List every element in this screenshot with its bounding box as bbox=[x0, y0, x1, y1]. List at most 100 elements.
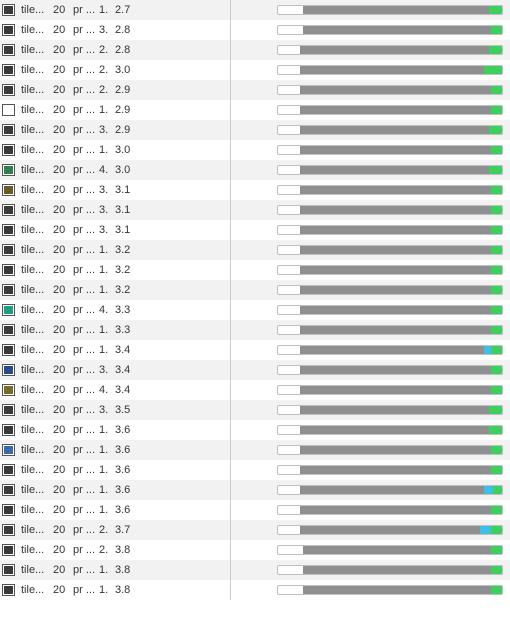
table-row[interactable]: tile...20pr ...1.3.6 bbox=[0, 480, 510, 500]
file-thumb-icon bbox=[0, 180, 18, 200]
progress-bar bbox=[277, 525, 503, 535]
spacer bbox=[136, 540, 230, 560]
file-app: pr ... bbox=[70, 500, 96, 520]
table-row[interactable]: tile...20pr ...3.3.1 bbox=[0, 200, 510, 220]
progress-cell bbox=[275, 440, 510, 460]
spacer bbox=[136, 20, 230, 40]
file-table[interactable]: tile...20pr ...1.2.7tile...20pr ...3.2.8… bbox=[0, 0, 510, 600]
progress-bar bbox=[277, 225, 503, 235]
file-app: pr ... bbox=[70, 220, 96, 240]
progress-cell bbox=[275, 580, 510, 600]
file-thumb-icon bbox=[0, 520, 18, 540]
file-date: 20 bbox=[50, 220, 70, 240]
file-date: 20 bbox=[50, 560, 70, 580]
table-row[interactable]: tile...20pr ...3.2.8 bbox=[0, 20, 510, 40]
file-col4: 2. bbox=[96, 520, 112, 540]
file-name: tile... bbox=[18, 520, 50, 540]
table-row[interactable]: tile...20pr ...3.2.9 bbox=[0, 120, 510, 140]
table-row[interactable]: tile...20pr ...3.3.5 bbox=[0, 400, 510, 420]
file-date: 20 bbox=[50, 500, 70, 520]
file-col4: 1. bbox=[96, 140, 112, 160]
table-row[interactable]: tile...20pr ...4.3.3 bbox=[0, 300, 510, 320]
table-row[interactable]: tile...20pr ...1.3.2 bbox=[0, 260, 510, 280]
spacer bbox=[136, 300, 230, 320]
file-app: pr ... bbox=[70, 60, 96, 80]
progress-bar bbox=[277, 425, 503, 435]
table-row[interactable]: tile...20pr ...4.3.0 bbox=[0, 160, 510, 180]
table-row[interactable]: tile...20pr ...2.3.0 bbox=[0, 60, 510, 80]
progress-cell bbox=[275, 460, 510, 480]
spacer bbox=[231, 280, 275, 300]
table-row[interactable]: tile...20pr ...1.3.8 bbox=[0, 580, 510, 600]
file-thumb-icon bbox=[0, 560, 18, 580]
table-row[interactable]: tile...20pr ...2.3.7 bbox=[0, 520, 510, 540]
file-app: pr ... bbox=[70, 400, 96, 420]
progress-cell bbox=[275, 400, 510, 420]
table-row[interactable]: tile...20pr ...1.3.8 bbox=[0, 560, 510, 580]
progress-bar bbox=[277, 345, 503, 355]
spacer bbox=[136, 440, 230, 460]
file-app: pr ... bbox=[70, 160, 96, 180]
spacer bbox=[231, 60, 275, 80]
file-app: pr ... bbox=[70, 200, 96, 220]
spacer bbox=[231, 540, 275, 560]
file-thumb-icon bbox=[0, 540, 18, 560]
file-name: tile... bbox=[18, 300, 50, 320]
table-row[interactable]: tile...20pr ...1.3.2 bbox=[0, 280, 510, 300]
spacer bbox=[136, 180, 230, 200]
table-row[interactable]: tile...20pr ...1.3.2 bbox=[0, 240, 510, 260]
file-name: tile... bbox=[18, 500, 50, 520]
file-col5: 3.0 bbox=[112, 60, 136, 80]
file-col4: 3. bbox=[96, 400, 112, 420]
file-name: tile... bbox=[18, 120, 50, 140]
file-name: tile... bbox=[18, 440, 50, 460]
progress-cell bbox=[275, 240, 510, 260]
spacer bbox=[231, 380, 275, 400]
progress-cell bbox=[275, 120, 510, 140]
table-row[interactable]: tile...20pr ...3.3.1 bbox=[0, 220, 510, 240]
file-name: tile... bbox=[18, 380, 50, 400]
file-name: tile... bbox=[18, 80, 50, 100]
progress-bar bbox=[277, 45, 503, 55]
spacer bbox=[231, 580, 275, 600]
progress-bar bbox=[277, 245, 503, 255]
table-row[interactable]: tile...20pr ...3.3.4 bbox=[0, 360, 510, 380]
progress-cell bbox=[275, 200, 510, 220]
file-col5: 3.8 bbox=[112, 560, 136, 580]
table-row[interactable]: tile...20pr ...1.3.3 bbox=[0, 320, 510, 340]
progress-bar bbox=[277, 505, 503, 515]
file-thumb-icon bbox=[0, 320, 18, 340]
spacer bbox=[136, 420, 230, 440]
file-col4: 2. bbox=[96, 80, 112, 100]
file-col5: 3.2 bbox=[112, 240, 136, 260]
spacer bbox=[136, 360, 230, 380]
file-col5: 3.6 bbox=[112, 420, 136, 440]
table-row[interactable]: tile...20pr ...1.3.6 bbox=[0, 500, 510, 520]
table-row[interactable]: tile...20pr ...1.3.6 bbox=[0, 440, 510, 460]
table-row[interactable]: tile...20pr ...1.3.4 bbox=[0, 340, 510, 360]
file-thumb-icon bbox=[0, 120, 18, 140]
file-date: 20 bbox=[50, 340, 70, 360]
file-app: pr ... bbox=[70, 580, 96, 600]
file-name: tile... bbox=[18, 460, 50, 480]
file-app: pr ... bbox=[70, 520, 96, 540]
table-row[interactable]: tile...20pr ...1.3.6 bbox=[0, 460, 510, 480]
file-col4: 1. bbox=[96, 0, 112, 20]
progress-bar bbox=[277, 205, 503, 215]
progress-bar bbox=[277, 325, 503, 335]
progress-cell bbox=[275, 500, 510, 520]
file-thumb-icon bbox=[0, 100, 18, 120]
file-thumb-icon bbox=[0, 420, 18, 440]
spacer bbox=[136, 80, 230, 100]
table-row[interactable]: tile...20pr ...1.2.7 bbox=[0, 0, 510, 20]
table-row[interactable]: tile...20pr ...2.3.8 bbox=[0, 540, 510, 560]
table-row[interactable]: tile...20pr ...4.3.4 bbox=[0, 380, 510, 400]
table-row[interactable]: tile...20pr ...1.3.0 bbox=[0, 140, 510, 160]
table-row[interactable]: tile...20pr ...1.3.6 bbox=[0, 420, 510, 440]
table-row[interactable]: tile...20pr ...3.3.1 bbox=[0, 180, 510, 200]
table-row[interactable]: tile...20pr ...2.2.9 bbox=[0, 80, 510, 100]
table-row[interactable]: tile...20pr ...2.2.8 bbox=[0, 40, 510, 60]
file-app: pr ... bbox=[70, 120, 96, 140]
file-thumb-icon bbox=[0, 260, 18, 280]
table-row[interactable]: tile...20pr ...1.2.9 bbox=[0, 100, 510, 120]
